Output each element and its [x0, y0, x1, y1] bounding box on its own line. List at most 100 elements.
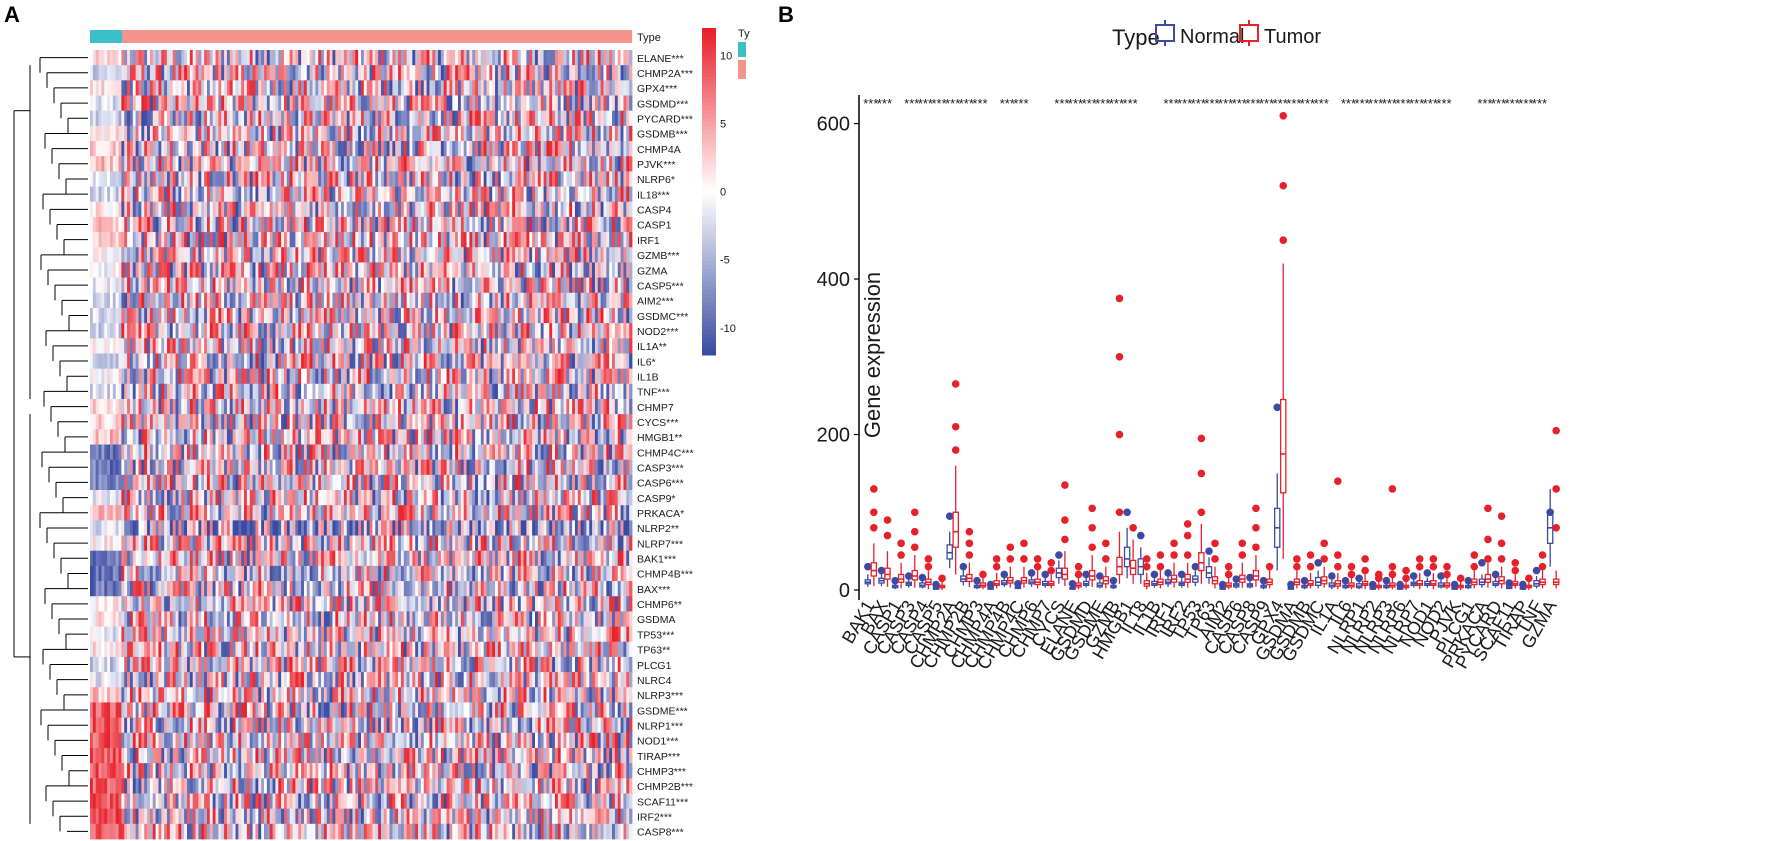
outlier-point [1115, 430, 1124, 439]
outlier-point [1505, 579, 1514, 587]
outlier-point [1388, 562, 1397, 571]
heatmap-row [90, 793, 633, 810]
outlier-point [1047, 558, 1056, 567]
heatmap-row [90, 201, 633, 218]
outlier-point [1437, 572, 1445, 580]
outlier-point [1497, 555, 1506, 563]
outlier-point [1252, 543, 1260, 552]
outlier-point [1402, 566, 1410, 575]
heatmap-row [90, 247, 633, 263]
significance-label: *** [1109, 96, 1124, 111]
box-normal [1068, 579, 1077, 590]
significance-label: *** [1054, 96, 1069, 111]
heatmap-row [90, 368, 633, 385]
colorbar-tick-label: 5 [720, 118, 726, 130]
outlier-point [1170, 551, 1178, 559]
outlier-point [1074, 562, 1083, 571]
significance-label: *** [1123, 96, 1138, 111]
heatmap-row [90, 307, 633, 324]
heatmap-row-label: CHMP4B*** [637, 569, 693, 581]
box-tumor [1102, 539, 1110, 589]
y-axis: 0 200 400 600 [817, 95, 860, 602]
outlier-point [877, 566, 886, 575]
y-axis-label: Gene expression [860, 272, 885, 438]
type-legend-normal-swatch [738, 42, 746, 57]
box-normal [891, 576, 899, 590]
outlier-point [1415, 555, 1424, 563]
significance-label: *** [1477, 96, 1492, 111]
box-tumor [1142, 555, 1151, 590]
box-tumor [1320, 539, 1328, 588]
heatmap-row-label: CHMP2A*** [637, 68, 693, 80]
outlier-point [1443, 570, 1451, 579]
box-normal [1505, 579, 1514, 590]
heatmap-row-label: CHMP7 [637, 402, 674, 414]
heatmap-row [90, 626, 633, 643]
boxplot-panel: Type Normal Tumor Gene expression 0 200 40… [817, 20, 1561, 673]
outlier-point [897, 551, 905, 559]
box-tumor [1156, 551, 1165, 589]
box-tumor [1006, 543, 1015, 588]
significance-label: *** [1232, 96, 1247, 111]
heatmap-row-label: GZMB*** [637, 250, 680, 262]
significance-label: *** [1177, 96, 1192, 111]
box-normal [986, 580, 995, 590]
outlier-point [1306, 551, 1315, 559]
outlier-point [1197, 434, 1206, 443]
box-normal [877, 566, 886, 587]
heatmap-row-label: CASP6*** [637, 478, 684, 490]
significance-label: *** [1368, 96, 1383, 111]
outlier-point [1347, 570, 1356, 579]
box-tumor [1361, 555, 1369, 590]
outlier-point [1061, 481, 1069, 489]
outlier-point [1115, 294, 1124, 303]
box-tumor [992, 555, 1001, 589]
box-normal [1478, 558, 1486, 588]
outlier-point [1061, 535, 1069, 544]
box-normal [1409, 572, 1418, 588]
significance-label: *** [1163, 96, 1178, 111]
outlier-point [1033, 562, 1042, 571]
outlier-point [1279, 111, 1288, 120]
heatmap-row-label: CASP3*** [637, 463, 684, 475]
outlier-point [973, 576, 981, 585]
outlier-point [918, 573, 927, 582]
outlier-point [965, 539, 974, 548]
outlier-point [945, 512, 954, 520]
outlier-point [1382, 576, 1391, 585]
heatmap-row-label: GSDMD*** [637, 98, 688, 110]
box-normal [1136, 531, 1145, 584]
heatmap-row [90, 141, 633, 157]
outlier-point [1396, 580, 1404, 589]
box-tumor [924, 555, 933, 590]
outlier-point [1497, 512, 1506, 520]
y-tick-label: 600 [817, 114, 850, 136]
box-normal [1328, 572, 1336, 590]
outlier-point [1361, 555, 1369, 563]
outlier-point [1055, 551, 1063, 559]
box-normal [1218, 580, 1227, 590]
outlier-point [1041, 570, 1050, 579]
heatmap-row [90, 596, 633, 612]
box-tumor [1429, 555, 1438, 590]
heatmap-row-label: CASP8*** [637, 827, 684, 839]
box-tumor [1224, 562, 1233, 590]
box-normal [1177, 570, 1186, 588]
box-tumor [1511, 558, 1520, 589]
box-normal [1287, 580, 1295, 590]
heatmap-row-labels: ELANE*** CHMP2A*** GPX4*** GSDMD*** PYCARD**… [637, 53, 694, 839]
heatmap-row [90, 383, 633, 400]
heatmap-row-label: NOD2*** [637, 326, 678, 338]
box-tumor [1443, 562, 1451, 590]
box-tumor [1252, 504, 1260, 587]
heatmap-row [90, 414, 633, 430]
heatmap-row [90, 581, 633, 597]
box-tumor [883, 516, 892, 587]
outlier-point [883, 516, 892, 524]
type-legend-title: Ty [738, 28, 750, 40]
box-normal [1123, 508, 1131, 579]
outlier-point [951, 422, 960, 431]
outlier-point [1464, 576, 1473, 585]
heatmap-row-label: PLCG1 [637, 660, 672, 672]
heatmap-row-label: CHMP4A [637, 144, 681, 156]
